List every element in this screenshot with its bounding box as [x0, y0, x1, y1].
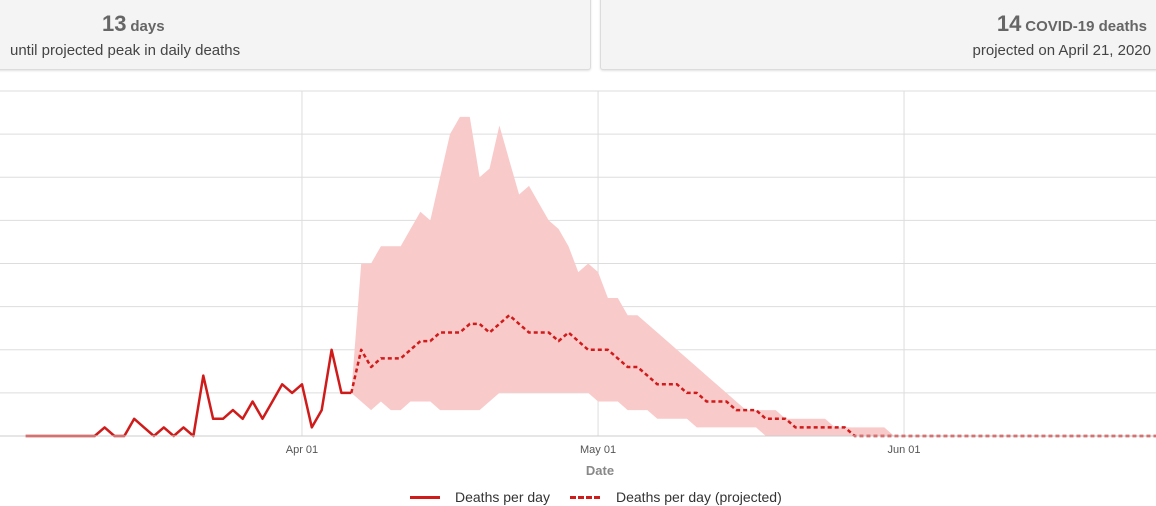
x-tick-label: Apr 01	[286, 444, 318, 456]
projected-deaths-card: 14 COVID-19 deaths projected on April 21…	[600, 0, 1156, 70]
deaths-unit: COVID-19 deaths	[1025, 18, 1147, 35]
legend-dashed-swatch	[570, 496, 600, 499]
days-until-peak-caption: until projected peak in daily deaths	[10, 42, 241, 59]
uncertainty-band	[351, 116, 895, 437]
days-until-peak-card: 13 days until projected peak in daily de…	[0, 0, 591, 70]
deaths-number: 14	[996, 11, 1022, 36]
legend-projected-label: Deaths per day (projected)	[616, 489, 782, 505]
days-until-peak-value: 13 days	[102, 11, 165, 37]
x-tick-label: Jun 01	[888, 444, 921, 456]
x-axis-title: Date	[586, 463, 614, 478]
days-number: 13	[102, 11, 127, 36]
projected-deaths-value: 14 COVID-19 deaths	[997, 11, 1147, 37]
legend-actual-label: Deaths per day	[455, 489, 550, 505]
days-unit: days	[130, 18, 165, 35]
projected-deaths-line	[350, 314, 1156, 438]
legend-solid-swatch	[410, 496, 440, 499]
x-tick-label: May 01	[580, 444, 616, 456]
projected-deaths-caption: projected on April 21, 2020	[972, 42, 1151, 59]
